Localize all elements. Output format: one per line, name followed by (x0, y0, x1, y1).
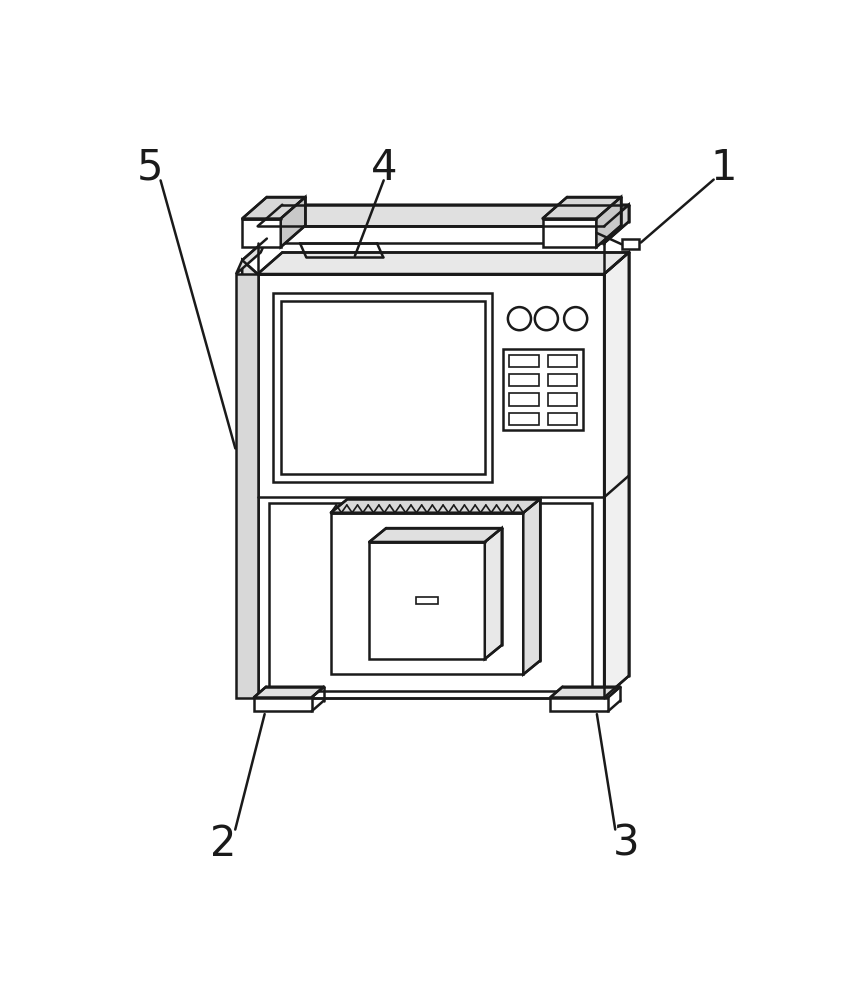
Bar (622, 239, 639, 249)
Bar (509, 413, 539, 425)
Text: 2: 2 (210, 823, 236, 865)
Bar (416, 597, 438, 604)
Bar (503, 349, 583, 430)
Bar (236, 274, 258, 698)
Bar (330, 513, 524, 674)
Bar (254, 698, 312, 711)
Bar (369, 542, 485, 659)
Bar (273, 293, 492, 482)
Bar (548, 413, 577, 425)
Polygon shape (597, 197, 621, 247)
Bar (258, 226, 604, 243)
Polygon shape (254, 687, 324, 698)
Polygon shape (242, 260, 258, 698)
Bar (242, 219, 281, 247)
Bar (548, 355, 577, 367)
Polygon shape (369, 528, 502, 542)
Text: 5: 5 (137, 147, 163, 189)
Polygon shape (485, 528, 502, 659)
Bar (269, 503, 592, 691)
Bar (550, 698, 608, 711)
Bar (281, 301, 485, 474)
Polygon shape (330, 499, 540, 513)
Bar (258, 274, 604, 698)
Bar (258, 274, 604, 698)
Bar (543, 219, 597, 247)
Bar (509, 393, 539, 406)
Polygon shape (242, 197, 305, 219)
Polygon shape (550, 687, 620, 698)
Bar (509, 355, 539, 367)
Polygon shape (258, 205, 629, 226)
Polygon shape (281, 197, 305, 247)
Polygon shape (258, 252, 629, 274)
Text: 3: 3 (612, 823, 639, 865)
Bar (509, 374, 539, 386)
Text: 4: 4 (372, 147, 398, 189)
Polygon shape (604, 205, 629, 243)
Polygon shape (236, 239, 267, 274)
Polygon shape (524, 499, 540, 674)
Bar (548, 374, 577, 386)
Text: 1: 1 (711, 147, 737, 189)
Polygon shape (604, 252, 629, 698)
Polygon shape (543, 197, 621, 219)
Bar (548, 393, 577, 406)
